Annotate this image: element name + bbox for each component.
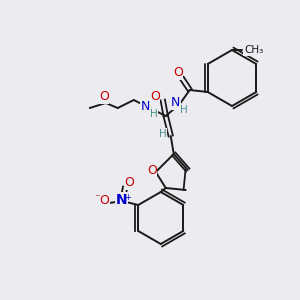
Text: O: O [99, 194, 109, 208]
Text: +: + [124, 193, 131, 202]
Text: H: H [159, 129, 166, 139]
Text: CH₃: CH₃ [244, 45, 263, 55]
Text: O: O [124, 176, 134, 190]
Text: O: O [150, 89, 160, 103]
Text: O: O [147, 164, 157, 176]
Text: N: N [141, 100, 150, 113]
Text: O: O [99, 91, 109, 103]
Text: N: N [171, 97, 180, 110]
Text: H: H [180, 105, 188, 115]
Text: O: O [173, 67, 183, 80]
Text: N: N [116, 193, 127, 207]
Text: ⁻: ⁻ [94, 193, 100, 203]
Text: H: H [150, 109, 158, 119]
